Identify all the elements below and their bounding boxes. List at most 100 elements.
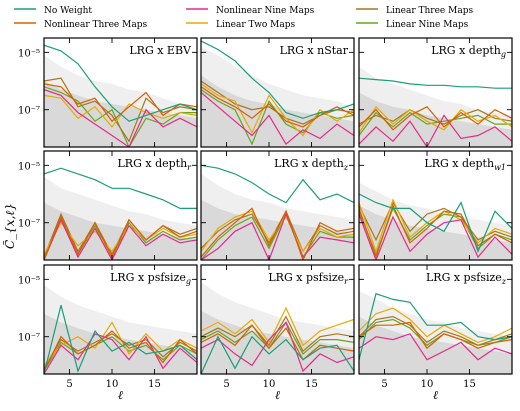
panel-frame [43,150,198,261]
panel-2: LRG x nStar [200,37,355,148]
series-line-linear-two [44,321,197,366]
x-axis-label: ℓ [118,388,123,402]
series-line-no-weight [359,292,512,360]
panel-plot-area [44,167,197,260]
panel-plot-area [44,44,197,147]
series-line-nonlinear-nine [359,114,512,147]
panel-title: LRG x depthr [118,157,193,172]
legend-label-nonlinear-nine: Nonlinear Nine Maps [216,6,315,16]
x-tick-label: 5 [66,379,72,390]
panel-7: LRG x psfsizeg 10⁻⁵ 10⁻⁷ 5 10 15 ℓ [18,264,198,402]
series-line-nonlinear-nine [44,218,197,260]
panel-title: LRG x depthz [274,157,349,172]
panel-frame [358,150,513,261]
series-line-linear-two [44,94,197,128]
legend-label-linear-nine: Linear Nine Maps [386,20,469,30]
error-band-inner [359,316,512,374]
panel-frame [43,264,198,375]
series-line-no-weight [359,193,512,254]
panel-3: LRG x depthg [358,37,513,148]
series-line-linear-two [201,83,354,137]
axis-labels: C̃_{x,ℓ} [2,203,17,249]
panel-title: LRG x psfsizez [426,271,507,286]
legend-label-linear-two: Linear Two Maps [216,20,296,30]
series-line-nonlinear-nine [201,321,354,373]
panel-plot-area [201,40,354,147]
series-line-nonlinear-three [44,330,197,372]
x-tick-label: 15 [305,379,318,390]
series-line-nonlinear-three [359,321,512,350]
x-tick-label: 10 [106,379,119,390]
x-tick-label: 10 [421,379,434,390]
panel-frame [200,264,355,375]
panel-plot-area [359,66,512,147]
legend-label-nonlinear-three: Nonlinear Three Maps [44,20,147,30]
panel-6: LRG x depthw1 [358,150,513,261]
y-tick-label: 10⁻⁷ [18,219,40,230]
x-tick-label: 5 [381,379,387,390]
panel-8: LRG x psfsizer 5 10 15 ℓ [200,264,355,402]
error-band-inner [201,75,354,147]
legend-label-linear-three: Linear Three Maps [386,6,473,16]
series-line-no-weight [44,305,197,374]
error-band-inner [359,92,512,147]
series-line-linear-three [359,315,512,346]
y-axis-label: C̃_{x,ℓ} [2,203,17,249]
panel-title: LRG x EBV [129,44,192,57]
legend-label-no-weight: No Weight [44,6,92,16]
series-line-linear-two [201,306,354,347]
y-tick-label: 10⁻⁵ [18,275,40,286]
series-line-nonlinear-three [359,203,512,259]
legend: No Weight Nonlinear Three Maps Nonlinear N… [14,6,473,30]
series-line-nonlinear-three [359,106,512,131]
panel-title: LRG x psfsizeg [110,271,191,286]
series-line-nonlinear-nine [359,213,512,260]
x-tick-label: 15 [148,379,161,390]
series-line-no-weight [201,40,354,119]
panel-frame [43,37,198,148]
panel-plot-area [201,164,354,260]
series-line-nonlinear-nine [44,333,197,374]
panel-frame [200,150,355,261]
panel-title: LRG x nStar [280,44,349,57]
series-line-nonlinear-nine [44,89,197,147]
series-line-nonlinear-nine [359,333,512,361]
series-line-no-weight [201,335,354,374]
y-tick-label: 10⁻⁵ [18,48,40,59]
series-line-linear-nine [359,318,512,347]
panel-plot-area [359,290,512,374]
x-axis-label: ℓ [433,388,438,402]
x-tick-label: 5 [223,379,229,390]
series-line-nonlinear-nine [201,92,354,146]
panel-title: LRG x depthg [431,44,506,59]
series-line-linear-nine [44,335,197,372]
series-line-no-weight [201,164,354,204]
series-line-linear-three [201,209,354,253]
panel-grid: LRG x EBV 10⁻⁵ 10⁻⁷ LRG x nStar LRG x depthg… [18,37,513,402]
panel-title: LRG x depthw1 [424,157,506,172]
panel-1: LRG x EBV 10⁻⁵ 10⁻⁷ [18,37,198,148]
panel-4: LRG x depthr 10⁻⁵ 10⁻⁷ [18,150,198,261]
series-line-nonlinear-three [201,207,354,260]
series-line-linear-two [359,198,512,254]
panel-plot-area [359,182,512,260]
series-line-linear-nine [201,321,354,355]
panel-title: LRG x psfsizer [268,271,349,286]
panel-9: LRG x psfsizez 5 10 15 ℓ [358,264,513,402]
x-tick-label: 10 [263,379,276,390]
panel-frame [358,264,513,375]
panel-plot-area [44,285,197,374]
y-tick-label: 10⁻⁵ [18,161,40,172]
series-line-linear-two [359,307,512,344]
x-tick-label: 15 [463,379,476,390]
panel-frame [358,37,513,148]
series-line-no-weight [44,44,197,122]
error-band-inner [201,199,354,260]
y-tick-label: 10⁻⁷ [18,333,40,344]
series-line-nonlinear-nine [201,212,354,260]
series-line-linear-two [359,105,512,134]
series-line-linear-three [359,109,512,125]
series-line-no-weight [359,77,512,89]
series-line-nonlinear-three [44,215,197,260]
